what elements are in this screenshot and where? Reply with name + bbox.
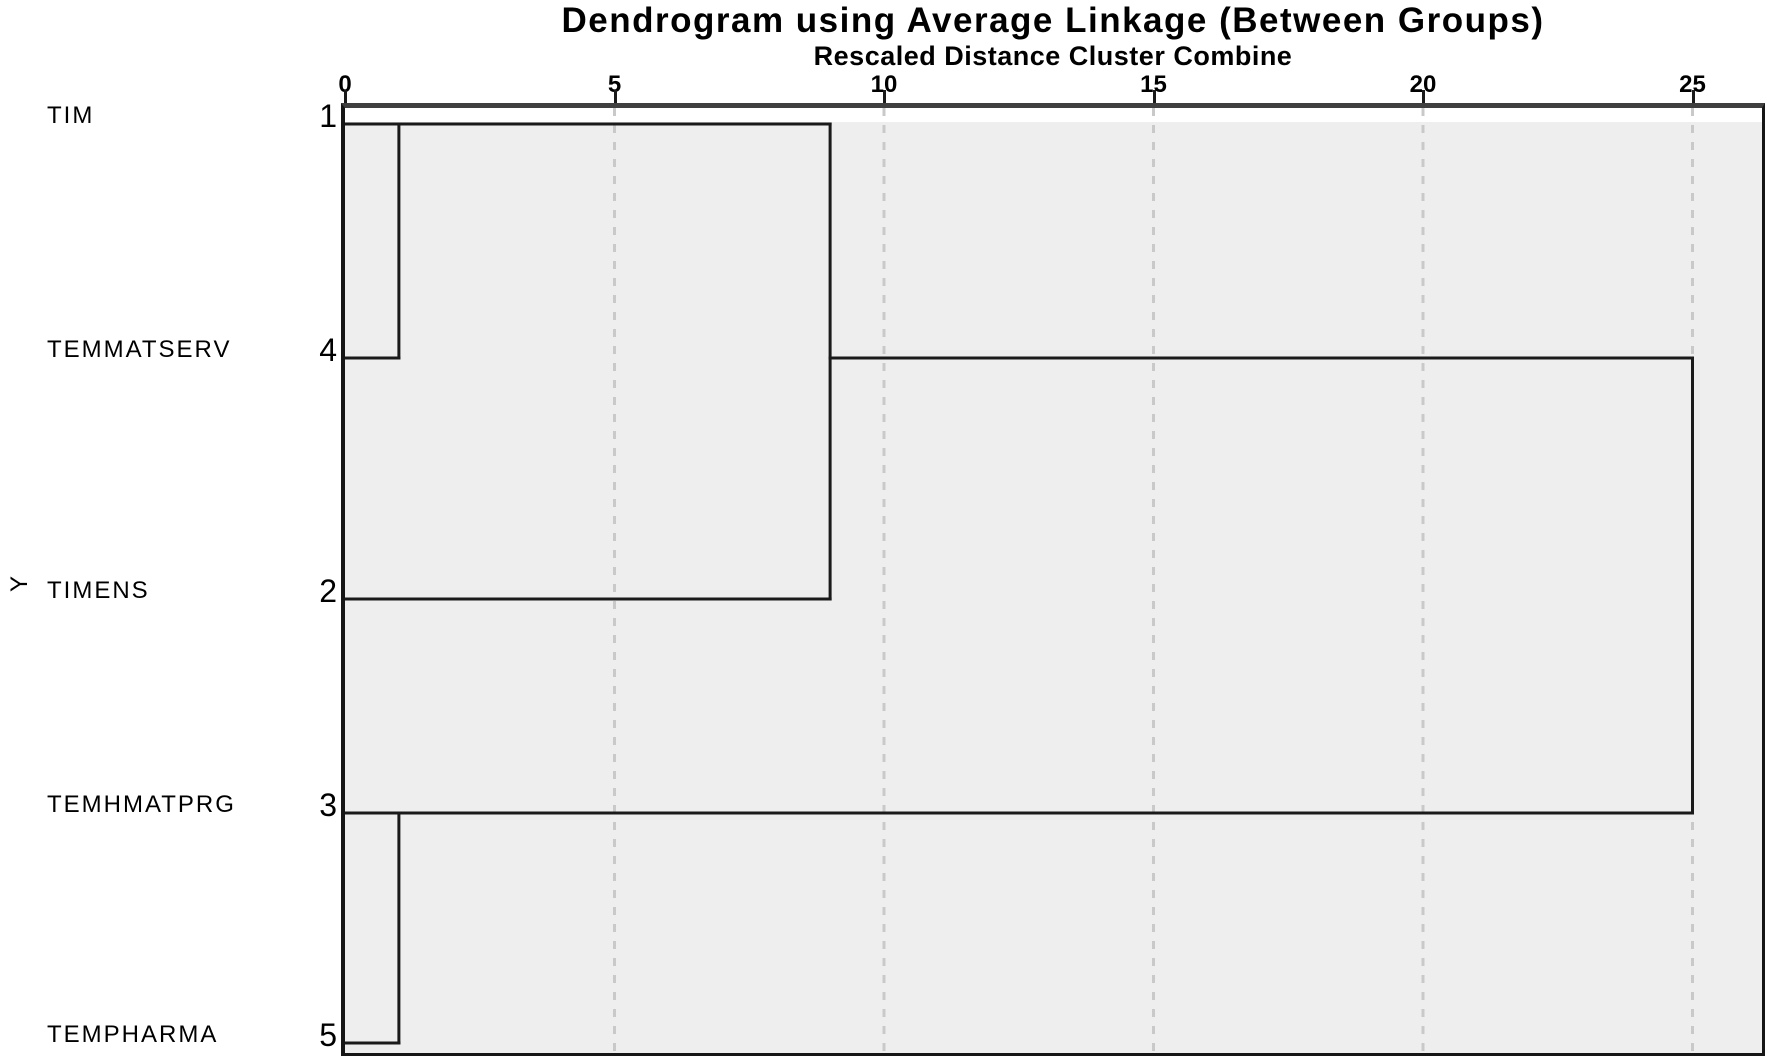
x-tick-mark-10 — [883, 90, 886, 104]
x-tick-label-0: 0 — [338, 71, 352, 98]
x-tick-mark-5 — [613, 90, 617, 104]
leaf-label-temhmatprg: TEMHMATPRG — [47, 791, 236, 818]
leaf-label-temmatserv: TEMMATSERV — [47, 336, 232, 363]
leaf-label-tim: TIM — [47, 102, 95, 129]
x-tick-label-5: 5 — [607, 71, 622, 98]
plot-background — [345, 122, 1762, 1053]
leaf-case-number-2: 2 — [319, 573, 337, 609]
gridlines — [613, 108, 1694, 1053]
leaf-case-number-3: 3 — [319, 787, 337, 823]
x-tick-mark-15 — [1152, 90, 1156, 104]
dendrogram-lines — [345, 122, 1694, 1045]
x-tick-mark-20 — [1422, 90, 1425, 104]
x-axis-title: Rescaled Distance Cluster Combine — [813, 41, 1293, 71]
leaf-label-tempharma: TEMPHARMA — [47, 1021, 219, 1048]
y-axis-label: Y — [6, 576, 33, 593]
leaf-case-number-4: 4 — [319, 332, 337, 368]
x-tick-mark-0 — [344, 90, 347, 104]
plot-area — [341, 103, 1765, 1056]
leaf-case-number-1: 1 — [319, 98, 337, 134]
leaf-case-number-5: 5 — [319, 1017, 337, 1053]
chart-title: Dendrogram using Average Linkage (Betwee… — [561, 1, 1545, 40]
leaf-label-timens: TIMENS — [47, 577, 150, 604]
x-tick-mark-25 — [1691, 90, 1695, 104]
